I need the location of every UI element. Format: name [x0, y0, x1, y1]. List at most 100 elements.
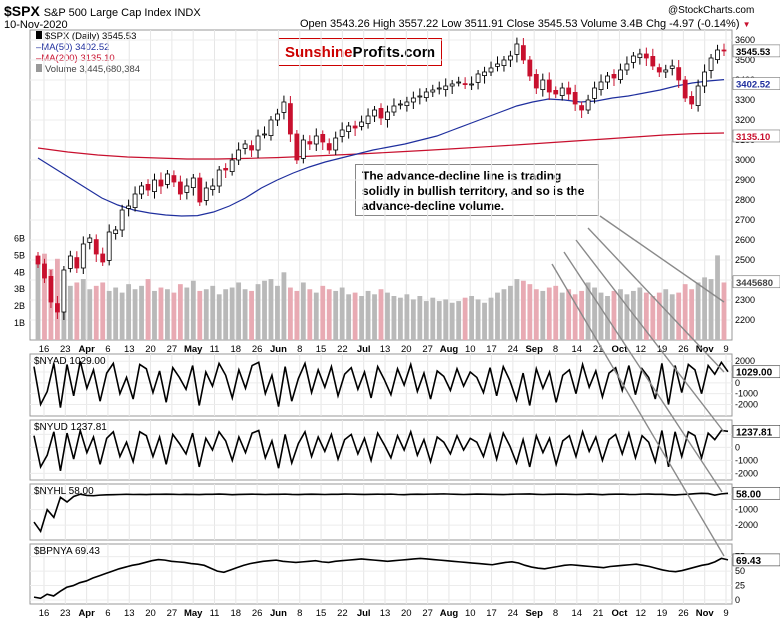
candle-body	[508, 55, 513, 61]
annotation-pointer	[575, 239, 725, 433]
top-x-tick: 20	[145, 344, 156, 355]
candle-body	[520, 45, 526, 61]
top-x-tick: 26	[678, 344, 689, 355]
indicator-axis-tick: -2000	[735, 468, 758, 478]
volume-bar	[339, 287, 345, 340]
candle-body	[656, 67, 662, 73]
candle-body	[514, 43, 520, 55]
candle-body	[307, 141, 313, 145]
legend-ma200-label: MA(200) 3135.10	[41, 53, 115, 64]
volume-bar	[177, 284, 183, 340]
candle-body	[268, 119, 274, 136]
indicator-value-label: 1029.00	[736, 368, 773, 379]
top-x-tick: Apr	[78, 344, 95, 355]
bottom-x-tick: 13	[124, 608, 135, 619]
candle-body	[462, 83, 468, 85]
volume-bar	[320, 285, 326, 340]
volume-bar	[501, 289, 507, 340]
bottom-x-tick: 6	[105, 608, 110, 619]
candle-body	[55, 303, 60, 313]
candle-body	[61, 269, 67, 313]
top-x-tick: 24	[508, 344, 519, 355]
top-x-tick: Aug	[440, 344, 459, 355]
candle-body	[300, 139, 306, 159]
price-axis-tick: 2900	[735, 175, 755, 185]
top-x-tick: Jun	[270, 344, 287, 355]
volume-bar	[249, 290, 254, 340]
legend-volume-label: Volume 3,445,680,384	[45, 64, 141, 75]
volume-bar	[197, 290, 203, 340]
candle-body	[177, 181, 183, 195]
volume-bar	[385, 292, 390, 340]
volume-bar	[203, 289, 209, 340]
volume-bar	[287, 287, 293, 340]
price-axis-tick: 2700	[735, 215, 755, 225]
candle-body	[203, 187, 209, 201]
panel-frame-1	[29, 353, 733, 417]
candle-body	[190, 177, 196, 188]
top-x-tick: 17	[486, 344, 497, 355]
candle-body	[113, 229, 119, 234]
exchange: INDX	[174, 7, 201, 19]
top-x-tick: 14	[572, 344, 583, 355]
volume-bar	[624, 294, 630, 340]
candle-body	[197, 177, 203, 203]
legend-volume: Volume 3,445,680,384	[36, 64, 140, 75]
volume-bar	[469, 296, 475, 340]
volume-value-label-bg	[732, 275, 780, 289]
volume-bar	[689, 289, 695, 340]
close-value-label: 3545.53	[736, 47, 770, 58]
panel-frame-4	[29, 543, 733, 605]
volume-bar	[87, 289, 93, 340]
bpnya-line	[33, 557, 729, 600]
candle-body	[158, 179, 164, 187]
nyad-line	[33, 360, 729, 408]
indicator-value-bg	[732, 365, 780, 379]
candle-body	[171, 175, 177, 183]
annotation-pointer	[587, 227, 725, 373]
volume-bar	[210, 285, 216, 340]
volume-bar	[275, 285, 280, 340]
price-axis-tick: 3000	[735, 155, 755, 165]
bottom-x-tick: 20	[401, 608, 412, 619]
volume-axis-tick: 3B	[14, 284, 25, 294]
indicator-axis-tick: -1000	[735, 389, 758, 399]
volume-bar	[346, 294, 352, 340]
candle-body	[398, 103, 403, 106]
candle-body	[676, 67, 682, 81]
volume-bar	[80, 279, 86, 340]
candle-body	[650, 56, 656, 67]
bottom-x-tick: 19	[657, 608, 668, 619]
bottom-x-tick: 9	[723, 608, 728, 619]
volume-bar	[585, 282, 591, 340]
indicator-value-bg	[732, 425, 780, 438]
top-x-tick: 27	[422, 344, 433, 355]
candle-body	[67, 255, 73, 269]
volume-bar	[592, 287, 597, 340]
volume-bar	[152, 290, 157, 340]
volume-bar	[475, 299, 481, 340]
candle-body	[553, 90, 559, 95]
candle-body	[339, 129, 345, 137]
candle-body	[527, 59, 533, 77]
panel-frame-3	[29, 483, 733, 541]
volume-bar	[708, 279, 714, 340]
top-x-tick: 16	[39, 344, 50, 355]
candle-body	[630, 55, 636, 63]
candle-body	[255, 135, 261, 151]
volume-bar	[456, 301, 462, 340]
candle-body	[119, 209, 125, 231]
line-icon: –	[36, 42, 42, 53]
volume-bar	[372, 294, 377, 340]
candle-body	[540, 79, 546, 90]
indicator-value-label: 58.00	[736, 489, 761, 500]
candle-body	[184, 185, 190, 193]
indicator-value-label: 69.43	[736, 556, 761, 567]
watermark: @StockCharts.com	[668, 5, 755, 16]
volume-bar	[508, 285, 513, 340]
price-legend: $SPX (Daily) 3545.53 –MA(50) 3402.52 –MA…	[36, 31, 140, 75]
candle-body	[385, 111, 390, 120]
candle-body	[669, 65, 675, 69]
top-x-tick: 10	[465, 344, 476, 355]
volume-bar	[216, 294, 222, 340]
